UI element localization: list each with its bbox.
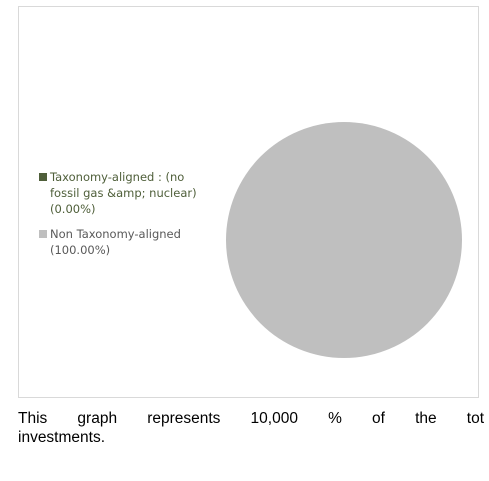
- chart-caption: This graph represents 10,000 % of the to…: [18, 409, 484, 447]
- chart-legend: Taxonomy-aligned : (no fossil gas &amp; …: [39, 169, 214, 267]
- legend-item-non-taxonomy-aligned: Non Taxonomy-aligned (100.00%): [39, 226, 214, 258]
- caption-line-1: This graph represents 10,000 % of the to…: [18, 410, 484, 427]
- legend-swatch-non-taxonomy-aligned: [39, 230, 47, 238]
- legend-label-non-taxonomy-aligned: Non Taxonomy-aligned (100.00%): [50, 227, 181, 257]
- legend-item-taxonomy-aligned: Taxonomy-aligned : (no fossil gas &amp; …: [39, 169, 214, 217]
- pie-chart-svg: [226, 122, 462, 358]
- legend-swatch-taxonomy-aligned: [39, 173, 47, 181]
- caption-line-2: investments.: [18, 429, 106, 446]
- pie-slice-non-taxonomy-aligned-100-00: [226, 122, 462, 358]
- chart-frame: Taxonomy-aligned : (no fossil gas &amp; …: [18, 6, 479, 398]
- pie-chart: [224, 120, 464, 360]
- legend-label-taxonomy-aligned: Taxonomy-aligned : (no fossil gas &amp; …: [50, 170, 197, 216]
